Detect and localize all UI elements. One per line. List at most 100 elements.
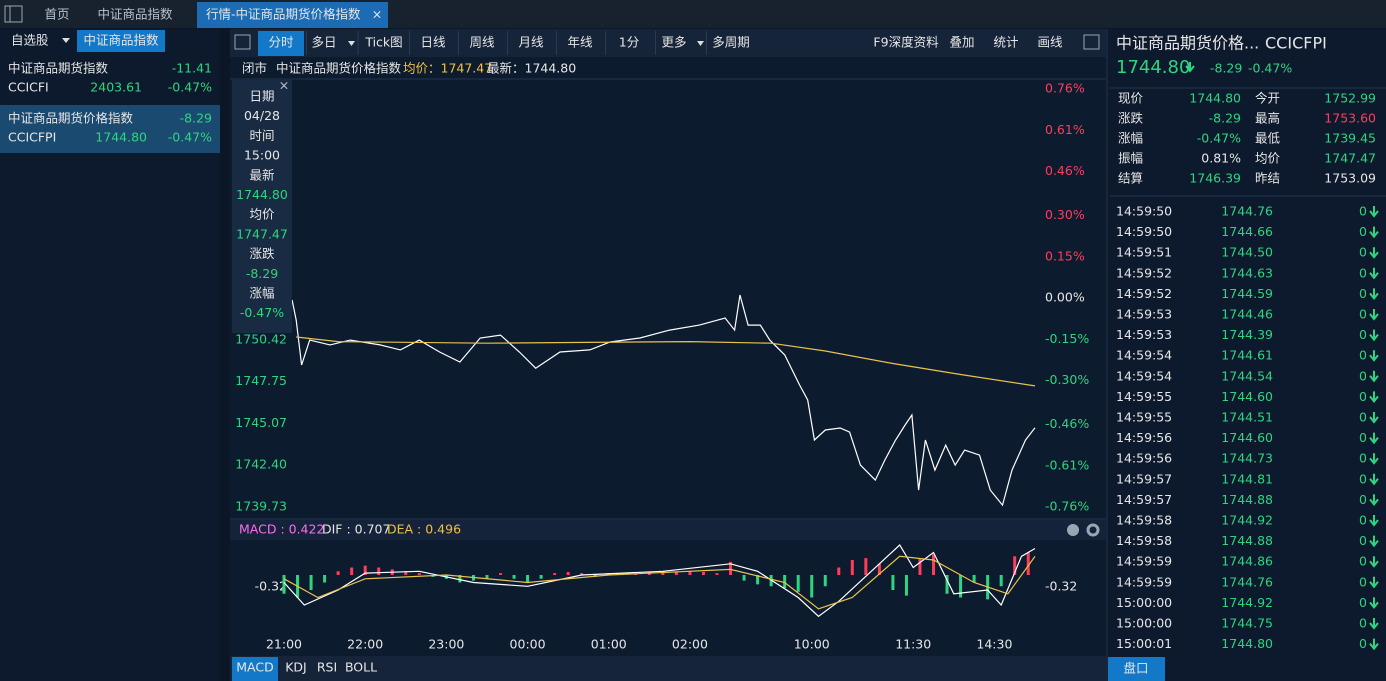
sidebar-tab-active[interactable] <box>77 30 165 52</box>
quote-value: 1746.39 <box>1189 171 1241 186</box>
y-tick-label: 1739.73 <box>235 499 287 514</box>
tick-price: 1744.80 <box>1221 636 1273 651</box>
macd-bar <box>701 572 705 575</box>
macd-bar <box>458 575 462 583</box>
panel-icon[interactable] <box>234 34 251 50</box>
indicator-tabs <box>230 656 1106 681</box>
toolbar-button[interactable]: 分时 <box>268 35 294 50</box>
panel-button[interactable] <box>1108 657 1165 681</box>
down-arrow <box>1369 391 1379 404</box>
toolbar-button[interactable]: 叠加 <box>949 35 974 50</box>
tick-volume: 0 <box>1359 368 1367 383</box>
close-icon[interactable] <box>1067 524 1079 536</box>
down-arrow <box>1185 62 1195 73</box>
y-tick-label: 1742.40 <box>235 457 287 472</box>
indicator-tab[interactable]: MACD <box>236 660 273 675</box>
down-arrow <box>1369 370 1379 383</box>
macd-bar <box>891 575 895 590</box>
macd-bar <box>999 575 1003 587</box>
macd-bar <box>729 561 733 575</box>
toolbar-button[interactable]: 月线 <box>518 35 544 50</box>
quote-value: -0.47% <box>1197 131 1241 146</box>
tick-price: 1744.66 <box>1221 224 1273 239</box>
macd-bar <box>837 567 841 575</box>
x-tick-label: 23:00 <box>428 637 464 652</box>
toolbar-button[interactable]: 多日 <box>311 35 336 50</box>
quote-price: 1744.80 <box>1116 57 1190 78</box>
macd-bar <box>918 558 922 575</box>
tick-volume: 0 <box>1359 348 1367 363</box>
toolbar-button[interactable]: 统计 <box>993 35 1018 50</box>
selected-item[interactable] <box>0 105 220 153</box>
tick-price: 1744.60 <box>1221 389 1273 404</box>
tooltip-text: 15:00 <box>244 148 280 163</box>
tick-price: 1744.76 <box>1221 574 1273 589</box>
toolbar-active[interactable] <box>258 31 304 56</box>
macd-bar <box>350 567 354 575</box>
tick-time: 14:59:58 <box>1116 533 1172 548</box>
x-tick-label: 01:00 <box>591 637 627 652</box>
tooltip-box <box>232 80 292 333</box>
indicator-tab[interactable]: KDJ <box>285 660 307 675</box>
item-pct: -0.47% <box>168 130 212 145</box>
indicator-tab-active[interactable] <box>232 657 278 681</box>
toolbar-button[interactable]: 多周期 <box>712 35 750 50</box>
tick-time: 14:59:55 <box>1116 389 1172 404</box>
tick-price: 1744.92 <box>1221 595 1273 610</box>
tick-volume: 0 <box>1359 286 1367 301</box>
item-price: 2403.61 <box>90 80 142 95</box>
tick-time: 14:59:54 <box>1116 348 1172 363</box>
tick-time: 14:59:57 <box>1116 471 1172 486</box>
sidebar-tab: 自选股 <box>11 33 49 48</box>
toolbar-button[interactable]: 年线 <box>567 35 593 50</box>
tick-time: 14:59:53 <box>1116 307 1172 322</box>
indicator-tab[interactable]: RSI <box>317 660 337 675</box>
sidebar-tab: 中证商品指数 <box>83 33 159 48</box>
tick-price: 1744.75 <box>1221 616 1273 631</box>
tick-time: 15:00:00 <box>1116 595 1172 610</box>
macd-bar <box>417 573 421 575</box>
indicator-tab[interactable]: BOLL <box>345 660 377 675</box>
x-tick-label: 11:30 <box>895 637 931 652</box>
macd-bar <box>932 554 936 575</box>
quote-label: 涨跌 <box>1118 111 1144 126</box>
item-code: CCICFPI <box>8 130 56 145</box>
x-tick-label: 22:00 <box>347 637 383 652</box>
toolbar-button[interactable]: 画线 <box>1037 35 1063 50</box>
item-price: 1744.80 <box>95 130 147 145</box>
toolbar-button[interactable]: 1分 <box>619 35 639 50</box>
macd-bar <box>539 575 543 579</box>
down-arrow <box>1369 288 1379 301</box>
toolbar-button[interactable]: F9深度资料 <box>873 35 939 50</box>
y2-tick-label: -0.46% <box>1045 416 1089 431</box>
macd-bar <box>783 575 787 589</box>
macd-bar <box>553 573 557 575</box>
panel-button-label[interactable]: 盘口 <box>1123 661 1148 676</box>
tick-time: 14:59:52 <box>1116 265 1172 280</box>
tab: 首页 <box>44 7 69 22</box>
macd-bar <box>1013 556 1017 575</box>
menu-icon[interactable] <box>4 5 23 23</box>
quote-value: 1744.80 <box>1189 91 1241 106</box>
tick-volume: 0 <box>1359 636 1367 651</box>
toolbar-button[interactable]: 更多 <box>661 35 686 50</box>
down-arrow <box>1369 309 1379 321</box>
down-arrow <box>1369 473 1379 486</box>
quote-value: 1747.47 <box>1324 151 1376 166</box>
quote-label: 结算 <box>1118 171 1143 186</box>
active-tab[interactable] <box>197 2 388 28</box>
settings-icon[interactable] <box>1086 523 1100 537</box>
macd-bar <box>485 575 489 579</box>
tick-price: 1744.76 <box>1221 204 1273 219</box>
tooltip-close: × <box>279 78 289 93</box>
toolbar-button[interactable]: 周线 <box>469 35 495 50</box>
macd-header <box>230 520 1106 540</box>
toolbar-button[interactable]: Tick图 <box>364 35 402 50</box>
panel-icon[interactable] <box>1083 34 1100 50</box>
macd-y2-tick-label: -0.32 <box>1045 579 1077 594</box>
toolbar-button[interactable]: 日线 <box>420 35 446 50</box>
tooltip-text: 涨跌 <box>249 246 275 261</box>
tick-price: 1744.61 <box>1221 348 1273 363</box>
macd-bar <box>756 575 760 585</box>
